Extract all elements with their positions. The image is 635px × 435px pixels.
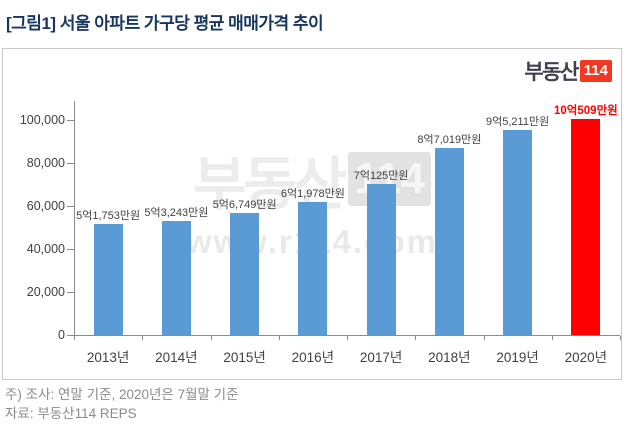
y-axis-tick-label: 60,000 — [26, 199, 65, 213]
x-axis-tick — [551, 336, 553, 340]
x-axis-tick — [415, 336, 417, 340]
y-axis-tick — [67, 163, 74, 164]
page-title: [그림1] 서울 아파트 가구당 평균 매매가격 추이 — [6, 14, 324, 33]
bar-value-label: 5억6,749만원 — [212, 198, 277, 211]
y-axis-tick-label: 40,000 — [26, 242, 65, 256]
y-axis-tick — [67, 292, 74, 293]
chart-panel: 부동산 114 부동산 114 www.r114.com 020,00040,0… — [2, 48, 622, 380]
y-axis-tick-label: 100,000 — [19, 113, 65, 127]
x-axis-category-label: 2016년 — [291, 350, 335, 365]
x-axis-category-label: 2013년 — [86, 350, 130, 365]
x-axis-category-label: 2018년 — [428, 350, 471, 365]
bar — [366, 184, 396, 335]
x-axis-tick — [347, 336, 348, 340]
x-axis-category-label: 2017년 — [359, 350, 403, 365]
bar — [230, 212, 260, 335]
x-axis-tick — [483, 336, 485, 340]
r114-logo-text: 부동산 — [524, 61, 579, 84]
x-axis-tick — [278, 336, 280, 340]
y-axis-tick-label: 20,000 — [26, 285, 65, 299]
footnotes: 주) 조사: 연말 기준, 2020년은 7월말 기준 자료: 부동산114 R… — [5, 386, 239, 424]
y-axis-tick-label: 0 — [58, 328, 65, 342]
r114-logo: 부동산 114 — [524, 56, 612, 86]
y-axis-line — [74, 101, 75, 335]
x-axis-line — [74, 335, 620, 336]
y-axis-tick — [67, 249, 74, 250]
bar — [503, 130, 533, 335]
bar — [161, 220, 191, 335]
x-axis-tick — [74, 336, 75, 340]
y-axis-tick-label: 80,000 — [26, 156, 65, 170]
y-axis-tick — [67, 120, 74, 121]
bar-value-label: 10억509만원 — [554, 104, 618, 117]
bar-value-label: 9억5,211만원 — [486, 116, 550, 129]
bar-value-label: 7억125만원 — [353, 170, 409, 183]
r114-logo-badge: 114 — [579, 60, 612, 82]
x-axis-tick — [620, 336, 621, 340]
watermark-brand: 부동산 114 — [186, 137, 438, 221]
x-axis-category-label: 2019년 — [496, 350, 539, 365]
y-axis-tick — [67, 206, 74, 207]
bar-value-label: 6억1,978만원 — [280, 187, 345, 200]
bar-value-label: 5억1,753만원 — [76, 209, 141, 222]
x-axis-category-label: 2014년 — [155, 350, 198, 365]
bar — [93, 223, 123, 335]
bar — [571, 118, 601, 335]
y-axis-tick — [67, 335, 74, 336]
x-axis-category-label: 2015년 — [223, 350, 266, 365]
footnote-survey-basis: 주) 조사: 연말 기준, 2020년은 7월말 기준 — [5, 387, 239, 402]
bar — [298, 201, 328, 335]
bar-value-label: 8억7,019만원 — [417, 133, 482, 146]
x-axis-category-label: 2020년 — [564, 350, 608, 365]
x-axis-tick — [142, 336, 144, 340]
bar-value-label: 5억3,243만원 — [144, 206, 209, 219]
plot-area: 0 20,000 40,000 60,000 80,000 100,000 5억1,753만… — [3, 49, 621, 379]
bar — [434, 147, 464, 335]
footnote-source: 자료: 부동산114 REPS — [5, 405, 137, 421]
x-axis-tick — [210, 336, 212, 340]
